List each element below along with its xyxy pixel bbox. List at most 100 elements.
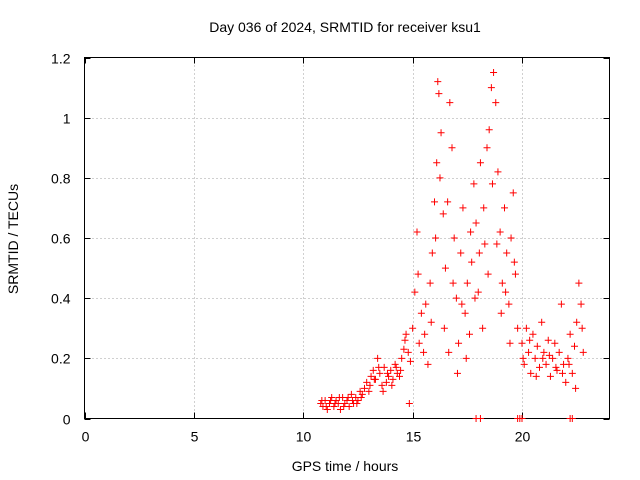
data-point	[374, 354, 382, 362]
data-point	[545, 351, 553, 359]
data-point	[441, 264, 449, 272]
data-point	[525, 348, 533, 356]
chart-title: Day 036 of 2024, SRMTID for receiver ksu…	[209, 19, 481, 35]
data-point	[479, 324, 487, 332]
x-axis-label: GPS time / hours	[292, 458, 399, 474]
data-point	[575, 279, 583, 287]
data-point	[436, 174, 444, 182]
y-tick-label: 1.2	[51, 51, 71, 67]
data-point	[397, 366, 405, 374]
data-point	[472, 219, 480, 227]
x-tick-label: 10	[296, 429, 312, 445]
y-tick-label: 0.6	[51, 231, 71, 247]
data-point	[492, 99, 500, 107]
data-point	[365, 387, 373, 395]
data-point	[494, 168, 502, 176]
data-point	[406, 357, 414, 365]
data-point	[417, 309, 425, 317]
data-point	[502, 288, 510, 296]
data-point	[481, 240, 489, 248]
data-point	[503, 249, 511, 257]
data-point	[450, 234, 458, 242]
data-point	[455, 339, 463, 347]
y-tick-label: 0.8	[51, 171, 71, 187]
y-tick-label: 0	[63, 412, 71, 428]
data-point	[564, 354, 572, 362]
data-point	[566, 330, 574, 338]
data-point	[553, 366, 561, 374]
data-point	[347, 390, 355, 398]
data-point	[562, 378, 570, 386]
data-point	[402, 330, 410, 338]
data-point	[520, 360, 528, 368]
data-point	[318, 396, 326, 404]
data-point	[573, 318, 581, 326]
data-point	[519, 354, 527, 362]
data-point	[568, 415, 576, 422]
data-point	[531, 354, 539, 362]
data-point	[470, 180, 478, 188]
data-point	[404, 348, 412, 356]
data-point	[474, 288, 482, 296]
data-point	[555, 348, 563, 356]
data-point	[577, 300, 585, 308]
data-point	[420, 348, 428, 356]
data-point	[579, 348, 587, 356]
data-point	[475, 249, 483, 257]
data-point	[387, 366, 395, 374]
data-point	[367, 372, 375, 380]
data-point	[453, 369, 461, 377]
data-point	[411, 288, 419, 296]
data-point	[462, 354, 470, 362]
data-point	[490, 69, 498, 77]
data-point	[557, 300, 565, 308]
data-point	[568, 369, 576, 377]
data-point	[437, 129, 445, 137]
data-point	[449, 279, 457, 287]
data-point	[335, 393, 343, 401]
grid-layer	[84, 57, 610, 419]
data-point	[549, 354, 557, 362]
data-point	[558, 369, 566, 377]
data-point	[358, 390, 366, 398]
x-tick-label: 20	[515, 429, 531, 445]
y-tick-label: 0.2	[51, 351, 71, 367]
data-point	[424, 360, 432, 368]
data-point	[484, 270, 492, 278]
data-point	[323, 405, 331, 413]
data-point	[440, 324, 448, 332]
data-point	[511, 270, 519, 278]
data-point	[392, 363, 400, 371]
data-point	[448, 144, 456, 152]
data-point	[433, 159, 441, 167]
data-point	[370, 375, 378, 383]
points-layer	[317, 69, 587, 422]
data-point	[496, 228, 504, 236]
data-point	[522, 324, 530, 332]
data-point	[546, 372, 554, 380]
data-point	[378, 381, 386, 389]
data-point	[428, 249, 436, 257]
data-point	[328, 393, 336, 401]
data-point	[507, 234, 515, 242]
data-point	[518, 339, 526, 347]
data-point	[336, 405, 344, 413]
data-point	[375, 363, 383, 371]
data-point	[414, 270, 422, 278]
data-point	[526, 336, 534, 344]
data-point	[468, 258, 476, 266]
data-point	[357, 393, 365, 401]
data-point	[506, 339, 514, 347]
data-point	[398, 354, 406, 362]
data-point	[376, 369, 384, 377]
plot-frame	[84, 57, 610, 419]
data-point	[571, 342, 578, 350]
data-point	[444, 198, 452, 206]
data-point	[476, 159, 484, 167]
data-point	[426, 279, 434, 287]
data-point	[385, 372, 393, 380]
data-point	[432, 234, 440, 242]
data-point	[493, 240, 501, 248]
data-point	[353, 399, 361, 407]
